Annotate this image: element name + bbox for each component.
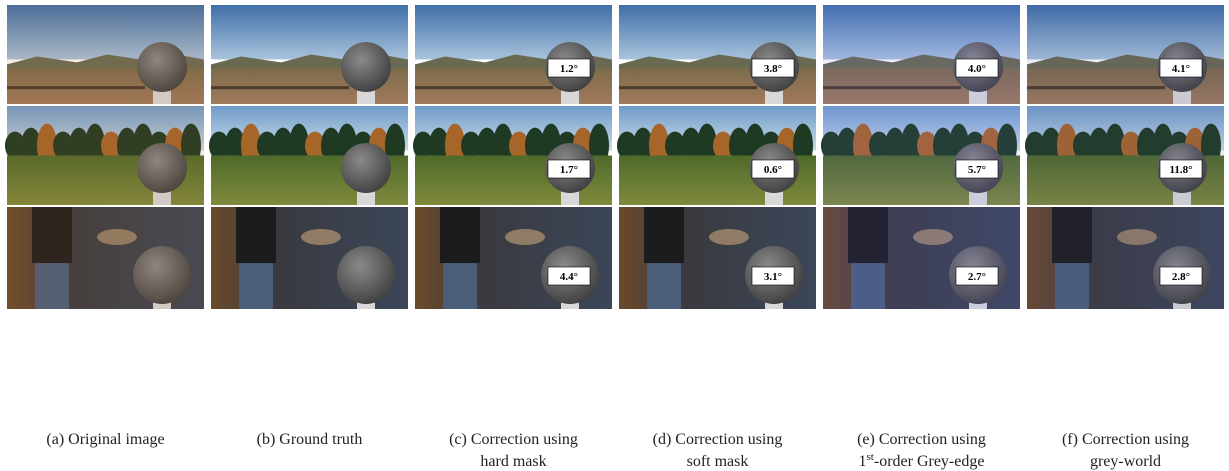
error-label: 0.6°: [764, 164, 782, 176]
error-label: 2.7°: [968, 271, 986, 283]
photo: [211, 207, 408, 309]
tint: [1027, 5, 1224, 104]
photo: [5, 106, 204, 205]
caption: hard mask: [480, 453, 546, 470]
photo: 5.7°: [821, 106, 1020, 205]
caption: 1st-order Grey-edge: [859, 451, 985, 470]
caption: (a) Original image: [46, 431, 164, 448]
photo: 3.1°: [619, 207, 816, 309]
photo: 0.6°: [617, 106, 816, 205]
jeans: [647, 263, 681, 309]
photo: 4.0°: [823, 5, 1020, 104]
error-label: 3.1°: [764, 271, 782, 283]
fence: [211, 86, 349, 89]
sphere: [341, 42, 391, 92]
tint: [1027, 207, 1224, 309]
tint: [7, 207, 204, 309]
error-label: 5.7°: [968, 164, 986, 176]
photo: [7, 5, 204, 104]
tint: [823, 106, 1020, 205]
jeans: [239, 263, 273, 309]
caption: (b) Ground truth: [257, 431, 363, 448]
photo: [209, 106, 408, 205]
photo: [7, 207, 204, 309]
photo: 1.7°: [413, 106, 612, 205]
error-label: 2.8°: [1172, 271, 1190, 283]
caption-sup: st: [867, 451, 874, 463]
light: [505, 229, 545, 245]
photo: 4.4°: [415, 207, 612, 309]
figure: (a) Original image (b) Ground truth 1.2° 1.…: [0, 0, 1229, 471]
fence: [619, 86, 757, 89]
caption: (f) Correction using: [1062, 431, 1189, 448]
caption: (d) Correction using: [653, 431, 783, 448]
tint: [823, 207, 1020, 309]
error-label: 11.8°: [1169, 164, 1192, 176]
sphere: [337, 246, 395, 304]
caption-number: 1: [859, 453, 867, 470]
photo: 2.8°: [1027, 207, 1224, 309]
photo: 1.2°: [415, 5, 612, 104]
error-label: 3.8°: [764, 63, 782, 75]
caption: (c) Correction using: [449, 431, 578, 448]
photo: [211, 5, 408, 104]
error-label: 4.1°: [1172, 63, 1190, 75]
tint: [823, 5, 1020, 104]
error-label: 1.2°: [560, 63, 578, 75]
person: [644, 207, 684, 263]
photo: 11.8°: [1025, 106, 1224, 205]
fence: [415, 86, 553, 89]
photo: 4.1°: [1027, 5, 1224, 104]
sphere: [341, 143, 391, 193]
tint: [7, 106, 204, 205]
tint: [7, 5, 204, 104]
person: [236, 207, 276, 263]
photo: 3.8°: [619, 5, 816, 104]
tint: [1027, 106, 1224, 205]
jeans: [443, 263, 477, 309]
photo: 2.7°: [823, 207, 1020, 309]
error-label: 4.4°: [560, 271, 578, 283]
caption-text: -order Grey-edge: [874, 453, 985, 470]
error-label: 4.0°: [968, 63, 986, 75]
light: [709, 229, 749, 245]
light: [301, 229, 341, 245]
caption: grey-world: [1090, 453, 1161, 470]
error-label: 1.7°: [560, 164, 578, 176]
caption: (e) Correction using: [857, 431, 986, 448]
person: [440, 207, 480, 263]
caption: soft mask: [687, 453, 749, 470]
